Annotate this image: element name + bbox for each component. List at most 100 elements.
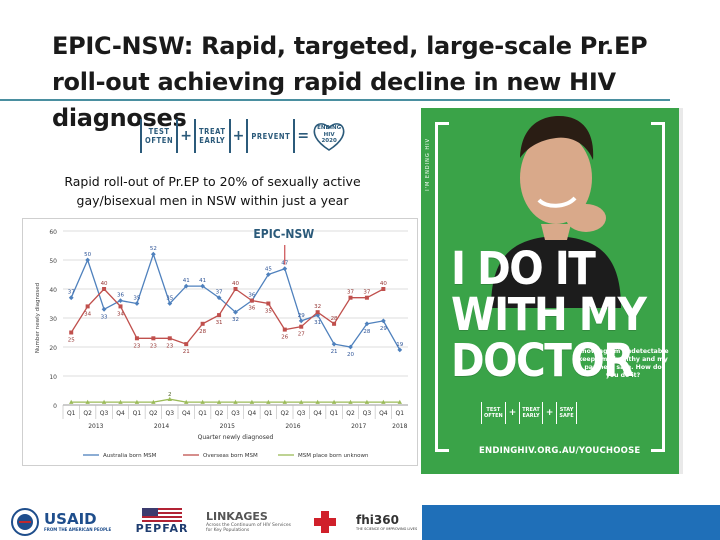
x-tick-label: Q4: [248, 410, 257, 417]
data-label: 21: [183, 349, 190, 355]
poster-formula: TEST OFTEN + TREAT EARLY + STAY SAFE: [481, 400, 621, 426]
data-label: 52: [150, 246, 157, 252]
data-point: [200, 283, 206, 289]
data-label: 33: [101, 314, 108, 320]
data-label: 28: [331, 316, 338, 322]
x-tick-label: Q2: [215, 410, 224, 417]
data-label: 40: [380, 281, 387, 287]
data-point: [364, 295, 369, 300]
poster-url: ENDINGHIV.ORG.AU/YOUCHOOSE: [479, 446, 641, 456]
data-label: 2: [168, 392, 172, 398]
formula-prevent: PREVENT: [246, 119, 296, 153]
x-tick-label: Q4: [182, 410, 191, 417]
x-tick-label: Q1: [264, 410, 273, 417]
data-point: [150, 251, 156, 257]
y-tick-label: 40: [49, 287, 57, 294]
red-cross-logo: [306, 503, 344, 540]
data-point: [265, 272, 271, 277]
data-label: 23: [133, 343, 140, 349]
data-label: 32: [232, 317, 239, 323]
fhi360-wordmark: fhi360: [356, 512, 399, 527]
equals-icon: =: [297, 128, 310, 144]
y-tick-label: 30: [49, 316, 57, 323]
chart-subtitle: Rapid roll-out of Pr.EP to 20% of sexual…: [64, 174, 361, 208]
linkages-tagline: Across the Continuum of HIV Services for…: [206, 522, 292, 534]
data-point: [134, 336, 139, 341]
data-label: 40: [101, 281, 108, 287]
data-point: [233, 399, 238, 404]
data-label: 31: [314, 320, 321, 326]
x-tick-label: Q2: [83, 410, 92, 417]
x-tick-label: Q3: [100, 410, 109, 417]
data-point: [85, 257, 91, 263]
data-point: [266, 301, 271, 306]
x-tick-label: Q2: [346, 410, 355, 417]
poster-stay-safe: STAY SAFE: [556, 402, 577, 424]
ending-hiv-formula: TEST OFTEN + TREAT EARLY + PREVENT = END…: [140, 116, 345, 156]
data-point: [68, 295, 74, 301]
data-point: [249, 298, 254, 303]
data-point: [102, 287, 107, 291]
data-point: [134, 399, 140, 404]
data-point: [217, 313, 222, 318]
data-point: [85, 304, 90, 309]
data-point: [348, 295, 353, 300]
data-point: [167, 396, 172, 401]
x-tick-label: Q1: [133, 410, 142, 417]
data-point: [85, 399, 90, 404]
formula-treat-early: TREAT EARLY: [193, 119, 231, 153]
legend-label: MSM place born unknown: [298, 453, 369, 459]
data-point: [200, 321, 205, 326]
data-point: [184, 342, 189, 347]
data-point: [69, 399, 74, 404]
x-tick-label: Q2: [281, 410, 290, 417]
data-label: 35: [265, 309, 272, 315]
pepfar-logo: PEPFAR: [132, 503, 192, 540]
usaid-logo: USAID FROM THE AMERICAN PEOPLE: [10, 503, 115, 540]
data-label: 41: [199, 278, 206, 284]
plus-icon: +: [508, 408, 517, 418]
data-label: 21: [331, 349, 338, 355]
x-tick-label: Q4: [313, 410, 322, 417]
data-label: 26: [281, 335, 288, 341]
plus-icon: +: [232, 128, 245, 144]
data-point: [101, 306, 107, 312]
data-label: 40: [232, 281, 239, 287]
pepfar-wordmark: PEPFAR: [135, 522, 189, 535]
year-label: 2014: [154, 423, 169, 430]
data-point: [381, 399, 386, 404]
x-axis-label: Quarter newly diagnosed: [198, 434, 274, 441]
data-point: [299, 399, 304, 404]
legend-label: Australia born MSM: [103, 453, 157, 459]
data-point: [331, 399, 337, 404]
data-point: [233, 309, 238, 315]
data-label: 32: [314, 304, 321, 310]
usaid-wordmark: USAID: [44, 510, 97, 528]
x-tick-label: Q2: [149, 410, 158, 417]
data-label: 41: [183, 278, 190, 284]
data-point: [380, 318, 386, 324]
data-point: [266, 399, 271, 404]
data-point: [364, 399, 370, 404]
data-point: [299, 324, 304, 329]
data-point: [118, 399, 123, 404]
data-label: 20: [347, 352, 354, 358]
fhi360-tagline: THE SCIENCE OF IMPROVING LIVES: [356, 526, 418, 531]
x-tick-label: Q4: [379, 410, 388, 417]
data-point: [69, 330, 74, 335]
data-point: [183, 283, 189, 289]
year-label: 2013: [88, 423, 103, 430]
heart-icon: ENDING HIV 2020: [311, 119, 347, 153]
data-point: [282, 327, 287, 332]
poster-vertical-text: I'M ENDING HIV: [425, 138, 431, 191]
x-tick-label: Q3: [297, 410, 306, 417]
data-label: 36: [117, 293, 124, 299]
x-tick-label: Q3: [166, 410, 175, 417]
data-point: [282, 399, 287, 404]
linkages-wordmark: LINKAGES: [206, 509, 268, 523]
poster-headline: I DO IT WITH MY DOCTOR: [451, 242, 647, 387]
data-point: [315, 399, 320, 404]
data-label: 19: [396, 342, 403, 348]
data-point: [216, 295, 222, 301]
data-point: [118, 304, 123, 309]
